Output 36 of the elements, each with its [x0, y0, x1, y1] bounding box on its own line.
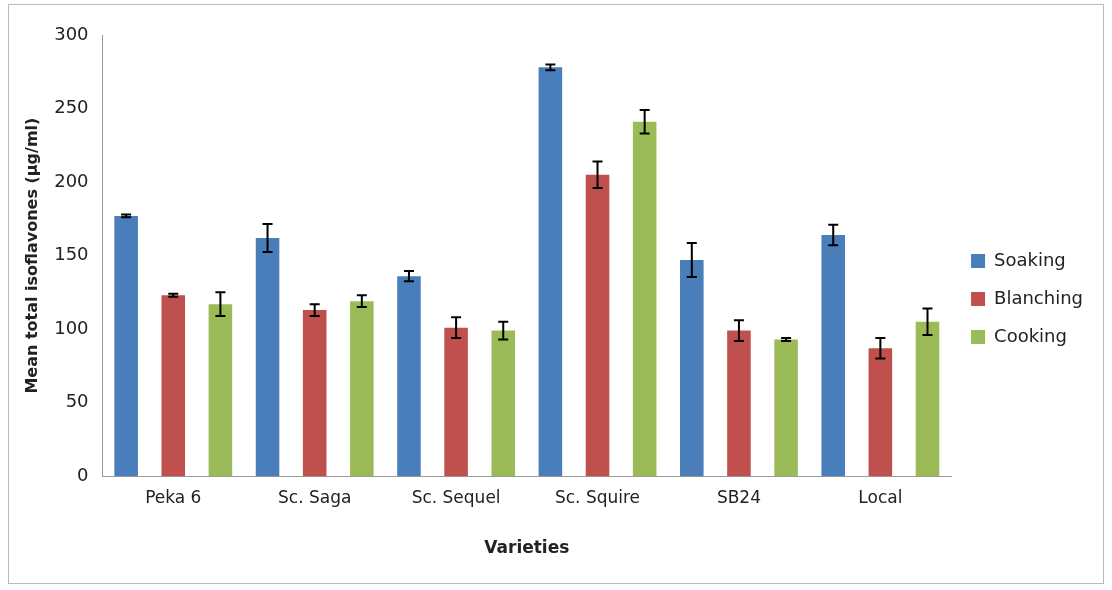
bar	[868, 348, 893, 477]
y-tick-label: 150	[54, 243, 89, 265]
legend-label: Cooking	[994, 324, 1067, 346]
x-tick-label: Sc. Saga	[278, 486, 352, 507]
bar	[538, 67, 563, 477]
bar	[727, 330, 751, 477]
x-tick-label: SB24	[716, 486, 761, 507]
bar	[915, 321, 940, 477]
bar	[680, 260, 704, 477]
bar	[444, 327, 468, 477]
x-tick-label: Sc. Sequel	[411, 486, 501, 507]
bar	[821, 235, 846, 477]
bar	[255, 237, 280, 477]
bar	[208, 304, 233, 477]
x-axis-title: Varieties	[484, 537, 570, 558]
legend-label: Soaking	[994, 248, 1066, 270]
bar	[774, 339, 798, 477]
y-tick-label: 300	[54, 22, 89, 44]
y-tick-label: 0	[77, 463, 89, 485]
y-tick-label: 250	[54, 96, 89, 118]
bar	[350, 301, 374, 477]
y-tick-label: 50	[65, 390, 89, 412]
x-tick-label: Local	[858, 486, 903, 507]
x-tick-label: Sc. Squire	[554, 486, 641, 507]
x-tick-label: Peka 6	[145, 486, 202, 507]
bar	[161, 295, 186, 477]
bar	[585, 174, 610, 477]
bar	[397, 276, 421, 477]
bar	[632, 121, 657, 477]
bar	[491, 330, 516, 477]
legend-label: Blanching	[994, 286, 1084, 308]
y-tick-label: 200	[54, 169, 89, 191]
y-tick-label: 100	[54, 316, 89, 338]
bar	[302, 310, 327, 477]
bar	[114, 215, 138, 477]
y-axis-title: Mean total isoflavones (µg/ml)	[21, 117, 41, 394]
